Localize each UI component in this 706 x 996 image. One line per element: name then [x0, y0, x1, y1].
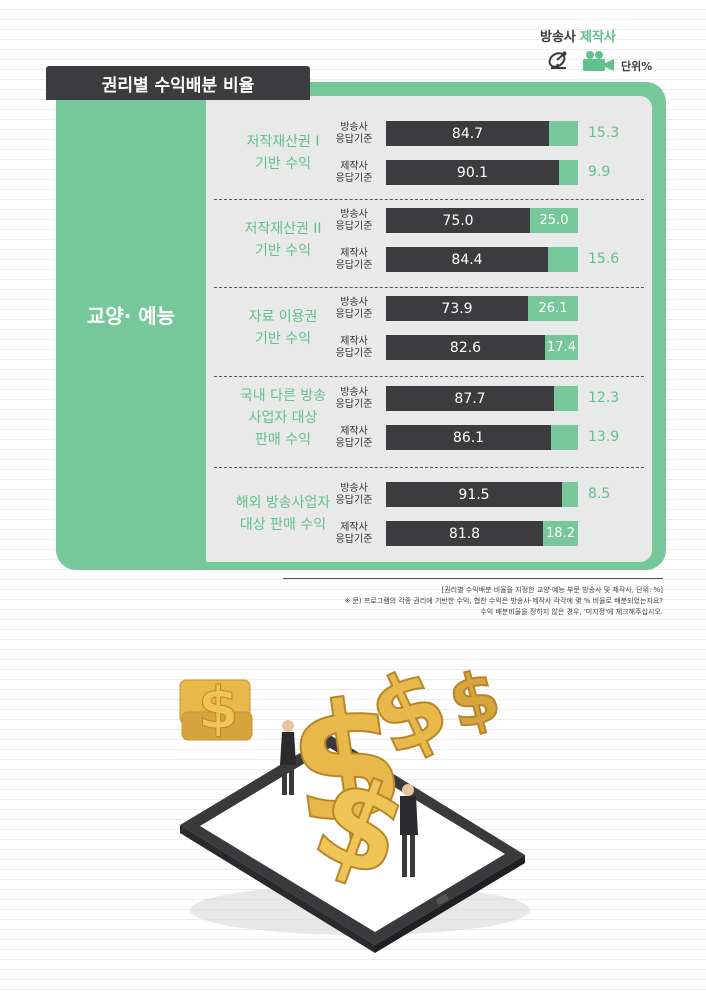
value-label-producer: 15.6: [588, 251, 620, 267]
basis-label-line: 제작사: [340, 160, 368, 172]
bar-broadcaster: 87.7: [386, 386, 554, 411]
basis-label-line: 응답기준: [335, 437, 373, 449]
category-separator: [214, 467, 644, 468]
basis-label-line: 응답기준: [335, 494, 373, 506]
basis-label-line: 제작사: [340, 425, 368, 437]
category-separator: [214, 376, 644, 377]
basis-label: 제작사 응답기준: [324, 426, 384, 450]
bar-producer: [548, 247, 578, 272]
bar-broadcaster: 84.7: [386, 121, 549, 146]
value-label-producer: 12.3: [588, 390, 620, 406]
basis-label-line: 제작사: [340, 247, 368, 259]
basis-label: 방송사 응답기준: [324, 297, 384, 321]
bar-producer: [554, 386, 578, 411]
basis-label: 제작사 응답기준: [324, 522, 384, 546]
value-label-producer: 15.3: [588, 125, 620, 141]
satellite-dish-icon: [548, 51, 567, 69]
bar-producer: [562, 482, 578, 507]
value-label-producer: 8.5: [588, 486, 611, 502]
basis-label: 방송사 응답기준: [324, 209, 384, 233]
unit-label: 단위%: [621, 60, 653, 73]
value-label-producer: 26.1: [538, 301, 568, 316]
basis-label-line: 응답기준: [335, 533, 373, 545]
category-label-line: 기반 수익: [255, 156, 311, 172]
bar-producer: [559, 160, 578, 185]
category-label-line: 저작재산권 II: [244, 221, 322, 237]
note-line-1: [권리별 수익배분 비율을 지정한 교양·예능 부문 방송사 및 제작사, 단위…: [441, 586, 664, 594]
basis-label-line: 제작사: [340, 335, 368, 347]
svg-text:$: $: [198, 674, 238, 742]
basis-label: 제작사 응답기준: [324, 161, 384, 185]
basis-label-line: 방송사: [340, 208, 368, 220]
basis-label-line: 응답기준: [335, 259, 373, 271]
basis-label-line: 응답기준: [335, 308, 373, 320]
value-label-producer: 17.4: [547, 340, 576, 355]
bar-producer: [545, 335, 578, 360]
bar-broadcaster: 90.1: [386, 160, 559, 185]
value-label-producer: 18.2: [546, 526, 575, 541]
legend-broadcaster-label: 방송사: [540, 30, 576, 45]
bar-broadcaster: 75.0: [386, 208, 530, 233]
chart-panel: 교양· 예능 저작재산권 I 기반 수익 저작재산권 II 기반 수익 자료 이용권 기반…: [56, 82, 666, 570]
basis-label-line: 방송사: [340, 121, 368, 133]
value-label-producer: 13.9: [588, 429, 620, 445]
basis-label: 제작사 응답기준: [324, 336, 384, 360]
bar-broadcaster: 73.9: [386, 296, 528, 321]
legend-producer-label: 제작사: [580, 30, 616, 45]
basis-label-line: 응답기준: [335, 220, 373, 232]
basis-label-line: 방송사: [340, 482, 368, 494]
basis-label: 제작사 응답기준: [324, 248, 384, 272]
bar-broadcaster: 91.5: [386, 482, 562, 507]
bar-producer: [551, 425, 578, 450]
bar-broadcaster: 81.8: [386, 521, 543, 546]
legend: 방송사 제작사 단위%: [540, 26, 680, 76]
basis-label-line: 제작사: [340, 521, 368, 533]
category-separator: [214, 287, 644, 288]
value-label-producer: 25.0: [539, 213, 569, 228]
category-label-line: 사업자 대상: [248, 410, 318, 426]
category-separator: [214, 199, 644, 200]
category-label-line: 판매 수익: [255, 432, 311, 448]
video-camera-icon: [583, 51, 614, 71]
category-label-line: 기반 수익: [255, 243, 311, 259]
chart-title: 권리별 수익배분 비율: [46, 66, 310, 100]
bar-broadcaster: 84.4: [386, 247, 548, 272]
chart-plot-area: 저작재산권 I 기반 수익 저작재산권 II 기반 수익 자료 이용권 기반 수익 국내 다…: [206, 96, 652, 562]
category-label: 저작재산권 II 기반 수익: [218, 218, 348, 262]
basis-label-line: 응답기준: [335, 133, 373, 145]
value-label-producer: 9.9: [588, 164, 611, 180]
genre-label: 교양· 예능: [86, 304, 176, 328]
category-label-line: 저작재산권 I: [246, 134, 320, 150]
notes-divider: [283, 578, 663, 579]
basis-label: 방송사 응답기준: [324, 387, 384, 411]
note-line-2: ※ 문) 프로그램의 각종 권리에 기반한 수익, 협찬 수익은 방송사·제작사…: [344, 597, 663, 605]
basis-label-line: 응답기준: [335, 347, 373, 359]
note-line-3: 수익 배분비율을 정하지 않은 경우, '미지정'에 체크해주십시오.: [480, 608, 663, 616]
category-label-line: 해외 방송사업자: [235, 495, 331, 511]
category-label-line: 기반 수익: [255, 331, 311, 347]
category-label-line: 국내 다른 방송: [239, 388, 327, 404]
basis-label-line: 방송사: [340, 296, 368, 308]
bar-producer: [528, 296, 578, 321]
svg-text:$: $: [278, 662, 414, 863]
bar-producer: [543, 521, 578, 546]
category-label-line: 자료 이용권: [248, 309, 318, 325]
basis-label-line: 응답기준: [335, 398, 373, 410]
category-label-line: 대상 판매 수익: [239, 517, 327, 533]
basis-label-line: 방송사: [340, 386, 368, 398]
basis-label-line: 응답기준: [335, 172, 373, 184]
basis-label: 방송사 응답기준: [324, 122, 384, 146]
category-label: 저작재산권 I 기반 수익: [218, 131, 348, 175]
basis-label: 방송사 응답기준: [324, 483, 384, 507]
bar-broadcaster: 82.6: [386, 335, 545, 360]
bar-producer: [549, 121, 578, 146]
bar-producer: [530, 208, 578, 233]
bar-broadcaster: 86.1: [386, 425, 551, 450]
tablet-dollar-illustration: $ $ $ $ $: [179, 643, 530, 953]
